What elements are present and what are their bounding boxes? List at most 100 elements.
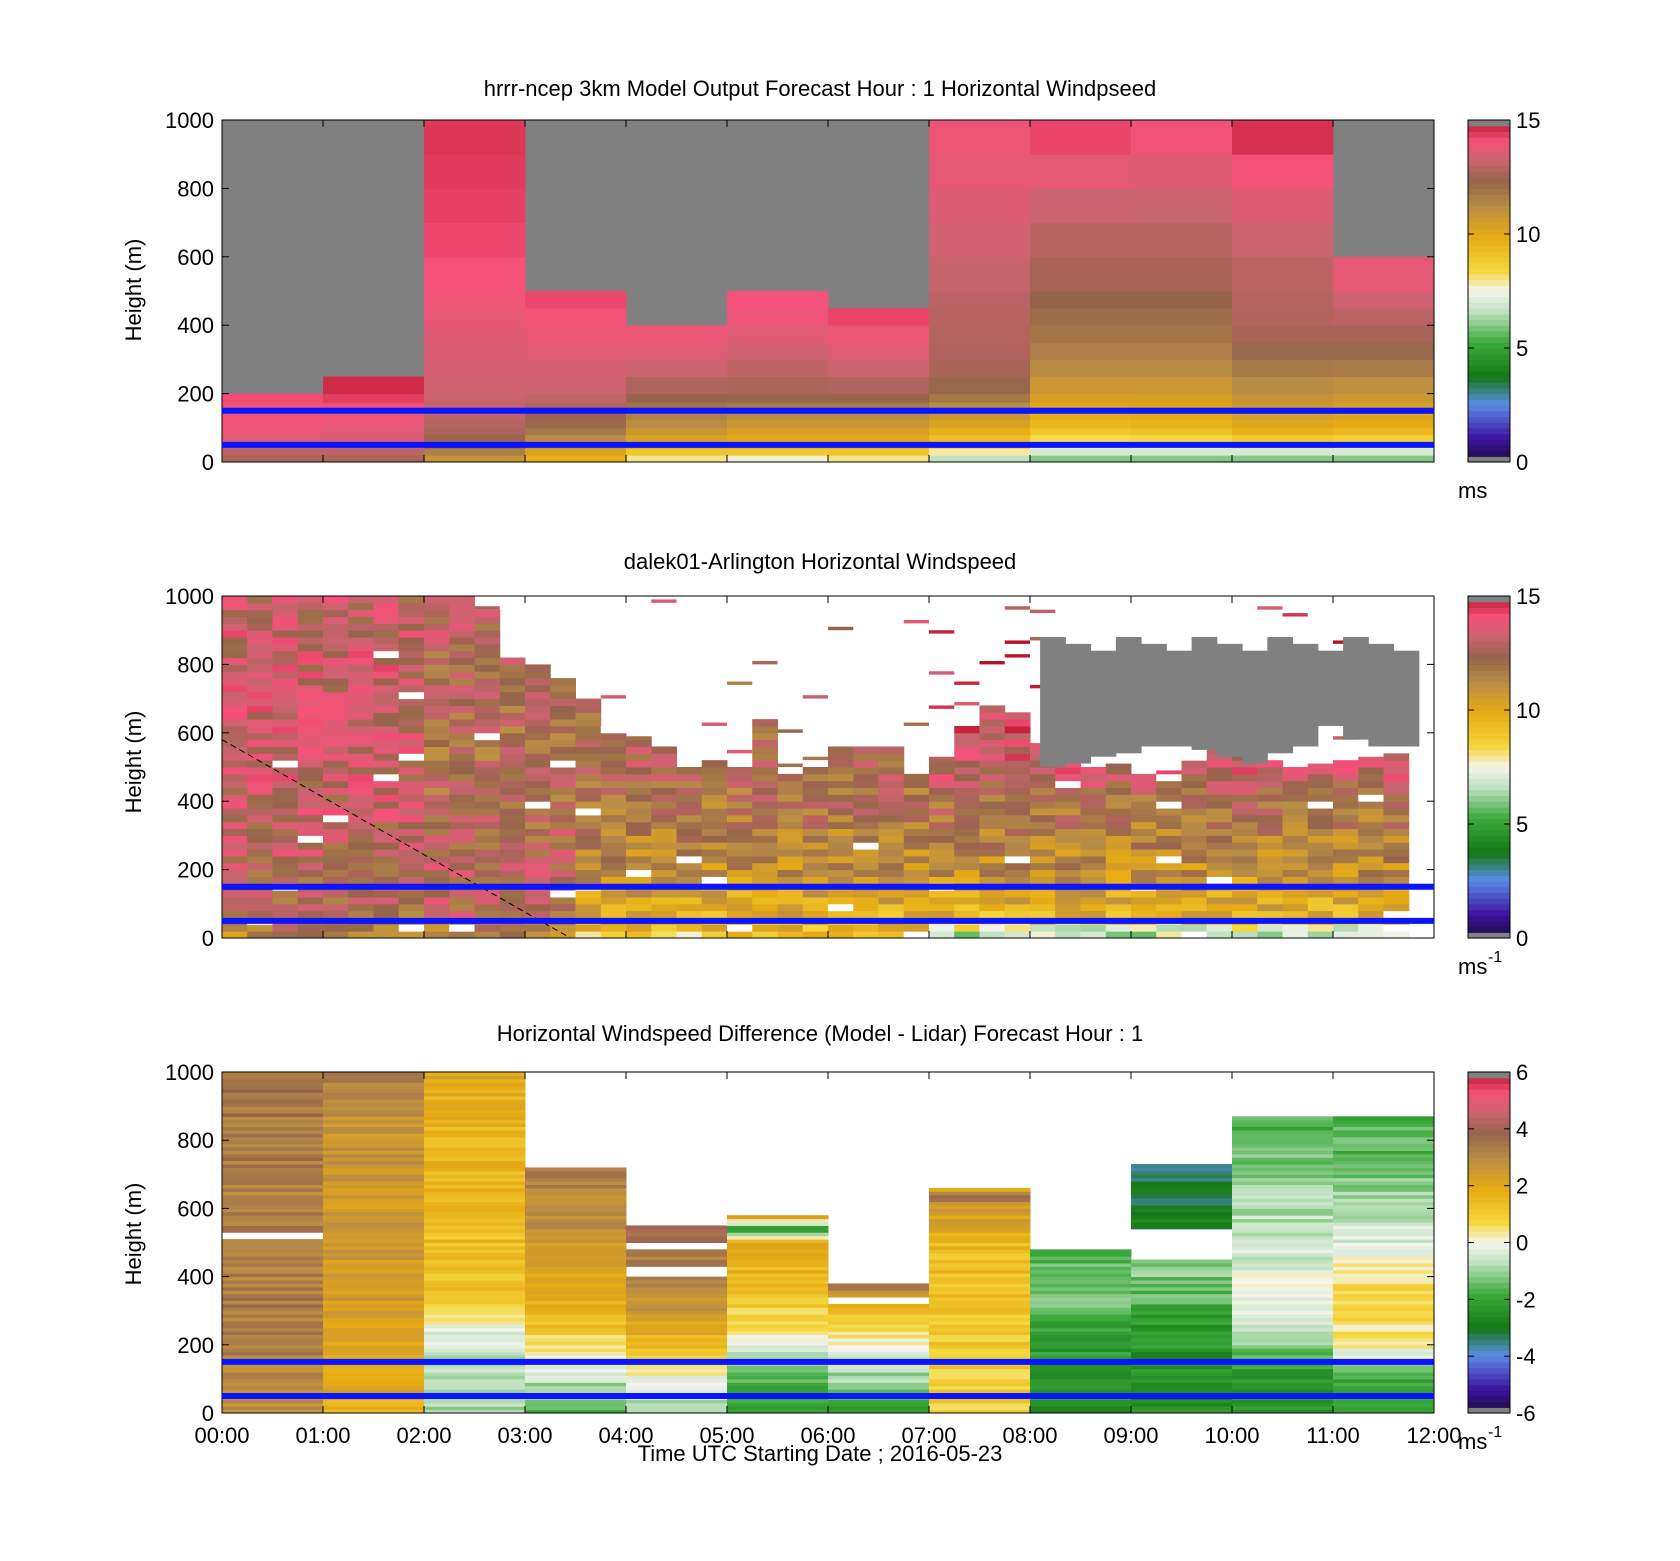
lidar-cell [449, 698, 475, 706]
difference-cell [1333, 1324, 1435, 1329]
lidar-cell [1055, 924, 1081, 932]
difference-cell [828, 1348, 930, 1353]
lidar-cell [272, 705, 299, 713]
lidar-cell [1105, 924, 1132, 932]
lidar-cell [499, 801, 526, 809]
lidar-cell [752, 924, 778, 932]
model-cell [1131, 455, 1233, 463]
lidar-cell [1105, 910, 1132, 918]
colorbar-segment [1468, 1208, 1510, 1215]
lidar-cell [398, 712, 425, 720]
difference-cell [626, 1368, 728, 1373]
difference-cell [525, 1382, 627, 1387]
difference-cell [727, 1273, 829, 1278]
difference-cell [626, 1331, 728, 1336]
difference-cell [323, 1140, 425, 1145]
lidar-cell [1358, 842, 1384, 850]
x-tick-label: 00:00 [194, 1423, 249, 1448]
difference-cell [222, 1300, 324, 1305]
lidar-cell [828, 876, 854, 884]
lidar-cell [1358, 760, 1384, 768]
lidar-cell [499, 910, 526, 918]
lidar-cell [398, 671, 425, 679]
lidar-cell [1105, 903, 1132, 912]
lidar-cell [651, 862, 677, 871]
difference-cell [929, 1235, 1031, 1240]
difference-cell [929, 1334, 1031, 1339]
lidar-cell [600, 855, 627, 864]
lidar-cell [449, 835, 475, 843]
model-cell [626, 325, 728, 343]
lidar-cell [853, 849, 879, 857]
lidar-cell [373, 794, 400, 802]
lidar-cell [802, 773, 829, 782]
difference-cell [1232, 1334, 1334, 1339]
colorbar-segment [1468, 761, 1510, 768]
lidar-cell [1206, 862, 1233, 871]
lidar-cell [297, 869, 324, 877]
lidar-cell [1030, 801, 1056, 809]
colorbar-segment [1468, 1367, 1510, 1374]
lidar-cell [1115, 637, 1142, 754]
colorbar-segment [1468, 829, 1510, 836]
lidar-cell [575, 903, 602, 912]
lidar-cell [903, 869, 930, 877]
lidar-cell [802, 876, 829, 884]
lidar-cell [777, 869, 804, 877]
difference-cell [1232, 1191, 1334, 1196]
lidar-cell [752, 862, 778, 871]
difference-cell [1131, 1314, 1233, 1319]
difference-cell [424, 1409, 526, 1414]
lidar-cell [600, 814, 627, 823]
difference-cell [727, 1256, 829, 1261]
lidar-cell [651, 753, 677, 761]
difference-cell [1232, 1239, 1334, 1243]
difference-cell [222, 1129, 324, 1134]
difference-cell [1232, 1317, 1334, 1322]
lidar-cell [1282, 842, 1309, 850]
lidar-cell [525, 780, 551, 789]
lidar-cell [575, 780, 602, 789]
lidar-cell [626, 835, 652, 843]
lidar-cell [651, 842, 677, 850]
model-cell [1131, 427, 1233, 436]
lidar-cell [777, 849, 804, 857]
lidar-cell [1030, 828, 1056, 836]
difference-cell [727, 1262, 829, 1267]
lidar-cell [1257, 862, 1283, 871]
difference-cell [323, 1256, 425, 1261]
lidar-cell [499, 855, 526, 864]
lidar-cell [323, 719, 349, 727]
lidar-cell [499, 876, 526, 884]
lidar-cell [1333, 801, 1359, 809]
difference-cell [222, 1157, 324, 1162]
lidar-cell [222, 623, 248, 631]
model-cell [1232, 325, 1334, 343]
difference-cell [626, 1314, 728, 1319]
colorbar-segment [1468, 1299, 1510, 1306]
difference-cell [222, 1140, 324, 1145]
lidar-cell [424, 821, 450, 830]
lidar-cell [1257, 876, 1283, 884]
difference-cell [525, 1334, 627, 1339]
colorbar-segment [1468, 932, 1510, 939]
lidar-cell [323, 794, 349, 802]
difference-cell [626, 1348, 728, 1353]
difference-cell [1030, 1256, 1132, 1261]
lidar-cell [373, 780, 400, 789]
difference-cell [1232, 1300, 1334, 1305]
lidar-cell [550, 698, 576, 706]
x-tick-label: 12:00 [1406, 1423, 1461, 1448]
colorbar-segment [1468, 159, 1510, 167]
colorbar-segment [1468, 909, 1510, 916]
lidar-cell [373, 725, 400, 734]
lidar-cell [222, 630, 248, 638]
lidar-cell [323, 828, 349, 836]
lidar-cell [1080, 808, 1107, 816]
lidar-cell [575, 705, 602, 713]
model-cell [424, 402, 526, 412]
lidar-cell [1307, 780, 1334, 789]
lidar-cell [1181, 760, 1208, 768]
colorbar-unit: ms [1458, 1429, 1487, 1454]
colorbar-segment [1468, 789, 1510, 797]
